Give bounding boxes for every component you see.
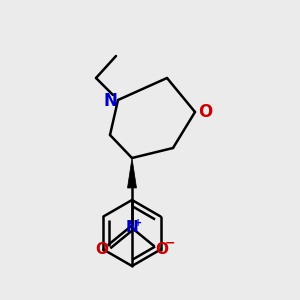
Text: O: O	[155, 242, 169, 256]
Text: N: N	[126, 220, 138, 236]
Polygon shape	[128, 158, 136, 188]
Text: O: O	[198, 103, 212, 121]
Text: +: +	[134, 218, 142, 228]
Text: O: O	[95, 242, 109, 256]
Text: −: −	[165, 236, 175, 250]
Text: N: N	[103, 92, 117, 110]
